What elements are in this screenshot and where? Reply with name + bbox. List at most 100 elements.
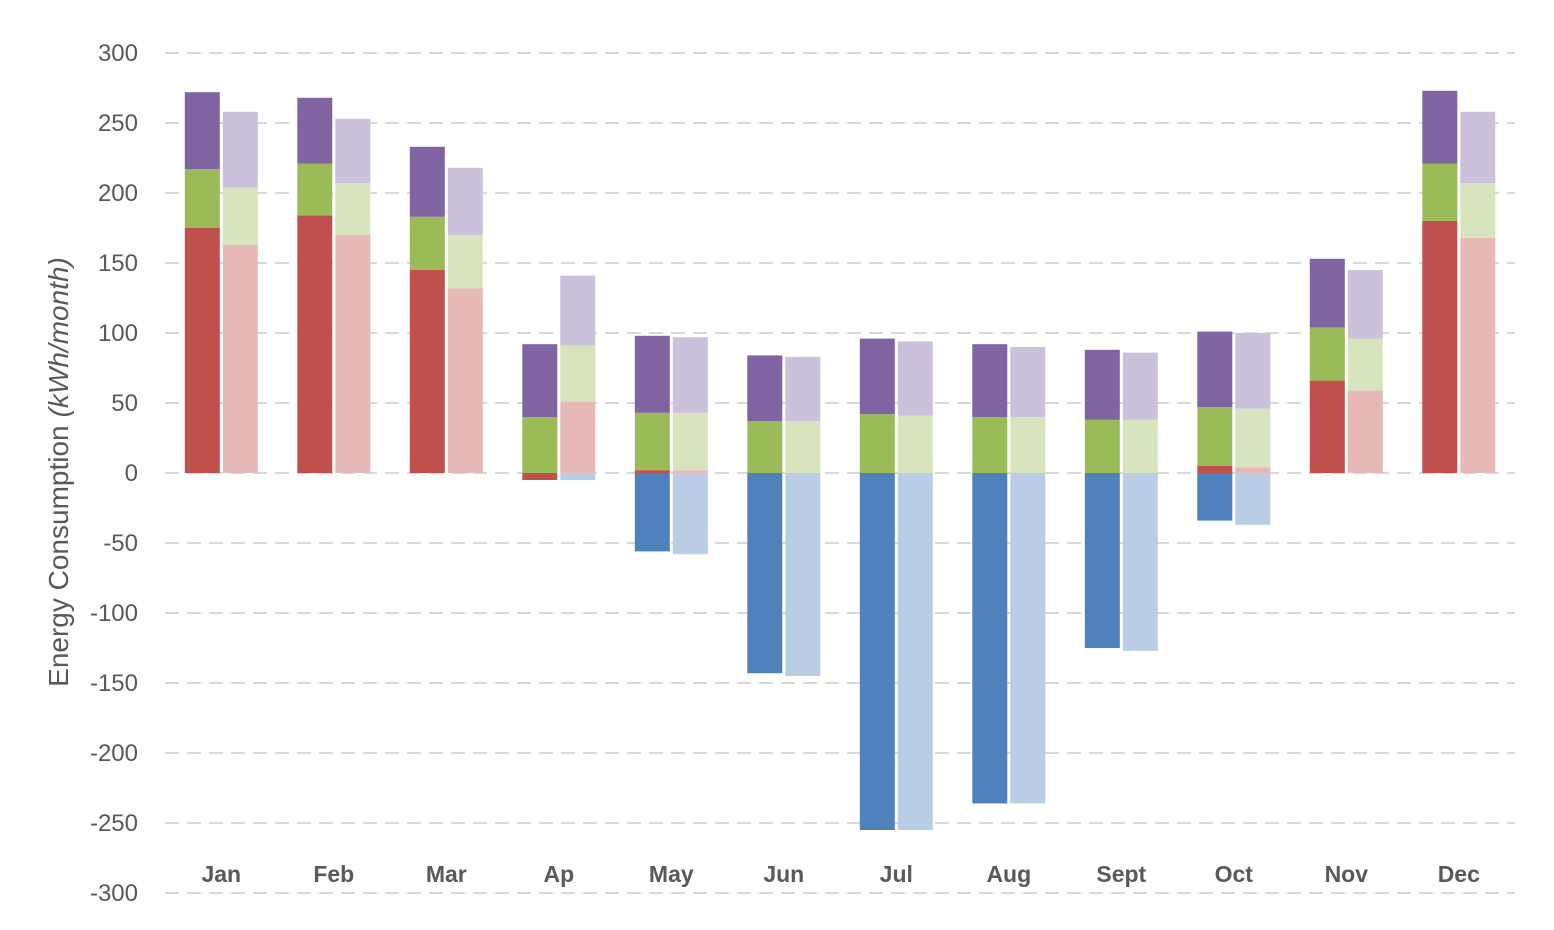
- bar-mar-bar-a-heating: [409, 270, 445, 473]
- bar-feb-bar-b-green-component: [335, 183, 371, 235]
- bar-nov-bar-b-purple-component: [1347, 270, 1383, 339]
- x-axis-categories: Jan Feb Mar Ap May Jun Jul Aug Sept Oct Nov Dec: [201, 861, 1480, 887]
- bar-ap-bar-a-purple-component: [522, 344, 558, 417]
- bar-ap-bar-a-heating: [522, 473, 558, 480]
- bar-aug-bar-a-cooling: [972, 473, 1008, 804]
- bar-may-bar-a-cooling: [634, 473, 670, 552]
- bar-may-bar-a-green-component: [634, 412, 670, 471]
- bar-jan-bar-b-heating: [222, 244, 258, 473]
- y-tick-label: -250: [90, 810, 138, 837]
- bar-may-bar-a-purple-component: [634, 335, 670, 413]
- y-tick-label: -100: [90, 600, 138, 627]
- bar-sept-bar-a-purple-component: [1084, 349, 1120, 420]
- bar-jul-bar-a-cooling: [859, 473, 895, 830]
- x-category-label: Jul: [880, 861, 913, 887]
- bar-jun-bar-b-cooling: [785, 473, 821, 676]
- bar-feb-bar-a-heating: [297, 215, 333, 473]
- bar-oct-bar-b-cooling: [1235, 473, 1271, 525]
- bar-may-bar-b-cooling: [672, 473, 708, 555]
- bar-oct-bar-a-cooling: [1197, 473, 1233, 521]
- x-category-label: Aug: [986, 861, 1031, 887]
- bar-may-bar-b-green-component: [672, 412, 708, 471]
- y-tick-label: -150: [90, 670, 138, 697]
- bar-jan-bar-a-purple-component: [184, 92, 220, 170]
- bar-dec-bar-a-heating: [1422, 221, 1458, 473]
- bar-jan-bar-b-green-component: [222, 187, 258, 245]
- bar-jan-bar-a-green-component: [184, 169, 220, 228]
- x-category-label: Jan: [201, 861, 241, 887]
- bar-jun-bar-a-cooling: [747, 473, 783, 674]
- bar-ap-bar-b-heating: [560, 401, 596, 473]
- bar-oct-bar-b-purple-component: [1235, 333, 1271, 409]
- y-tick-label: -300: [90, 880, 138, 907]
- bar-mar-bar-a-purple-component: [409, 146, 445, 217]
- bar-aug-bar-a-green-component: [972, 417, 1008, 473]
- bar-aug-bar-b-green-component: [1010, 417, 1046, 473]
- bar-may-bar-b-purple-component: [672, 337, 708, 413]
- bar-jul-bar-b-cooling: [897, 473, 933, 830]
- bar-ap-bar-b-cooling: [560, 473, 596, 480]
- bar-jun-bar-a-green-component: [747, 421, 783, 473]
- bar-sept-bar-b-green-component: [1122, 419, 1158, 473]
- bar-jul-bar-b-purple-component: [897, 341, 933, 416]
- y-axis-label-unit: (kWh/month): [43, 257, 74, 417]
- bar-jan-bar-b-purple-component: [222, 111, 258, 188]
- y-tick-label: 250: [98, 110, 138, 137]
- y-tick-label: 100: [98, 320, 138, 347]
- bar-aug-bar-b-cooling: [1010, 473, 1046, 804]
- x-category-label: Mar: [426, 861, 467, 887]
- bar-oct-bar-a-green-component: [1197, 407, 1233, 466]
- bar-nov-bar-b-heating: [1347, 390, 1383, 473]
- y-tick-label: 200: [98, 180, 138, 207]
- y-tick-label: 50: [111, 390, 138, 417]
- bar-jul-bar-a-green-component: [859, 414, 895, 473]
- bar-sept-bar-a-cooling: [1084, 473, 1120, 648]
- bar-oct-bar-b-green-component: [1235, 408, 1271, 468]
- x-category-label: Feb: [313, 861, 354, 887]
- bar-feb-bar-b-heating: [335, 235, 371, 473]
- bar-ap-bar-a-green-component: [522, 417, 558, 473]
- bar-oct-bar-a-purple-component: [1197, 331, 1233, 408]
- bars: [184, 90, 1496, 830]
- bar-nov-bar-a-purple-component: [1309, 258, 1345, 328]
- y-tick-label: 0: [125, 460, 138, 487]
- bar-sept-bar-a-green-component: [1084, 419, 1120, 473]
- bar-oct-bar-b-heating: [1235, 467, 1271, 473]
- bar-may-bar-a-heating: [634, 470, 670, 473]
- bar-dec-bar-a-green-component: [1422, 163, 1458, 221]
- bar-may-bar-b-heating: [672, 470, 708, 473]
- x-category-label: Dec: [1438, 861, 1480, 887]
- bar-feb-bar-a-purple-component: [297, 97, 333, 164]
- x-category-label: Oct: [1215, 861, 1254, 887]
- bar-mar-bar-a-green-component: [409, 216, 445, 270]
- bar-sept-bar-b-purple-component: [1122, 352, 1158, 420]
- bar-aug-bar-a-purple-component: [972, 344, 1008, 417]
- bar-ap-bar-b-green-component: [560, 345, 596, 402]
- bar-jun-bar-b-purple-component: [785, 356, 821, 422]
- y-axis-label: Energy Consumption (kWh/month): [43, 257, 74, 687]
- x-category-label: Ap: [543, 861, 574, 887]
- bar-nov-bar-b-green-component: [1347, 338, 1383, 391]
- bar-nov-bar-a-green-component: [1309, 327, 1345, 381]
- bar-jun-bar-a-purple-component: [747, 355, 783, 422]
- y-tick-label: -50: [103, 530, 138, 557]
- y-tick-label: 150: [98, 250, 138, 277]
- bar-aug-bar-b-purple-component: [1010, 347, 1046, 417]
- x-category-label: Sept: [1096, 861, 1146, 887]
- bar-jan-bar-a-heating: [184, 228, 220, 473]
- x-category-label: Nov: [1325, 861, 1369, 887]
- bar-jul-bar-a-purple-component: [859, 338, 895, 415]
- bar-ap-bar-b-purple-component: [560, 275, 596, 346]
- bar-dec-bar-b-purple-component: [1460, 111, 1496, 184]
- bar-mar-bar-b-purple-component: [447, 167, 483, 235]
- y-axis-ticks: 300 250 200 150 100 50 0 -50 -100 -150 -200 -250 -30…: [90, 40, 138, 907]
- bar-dec-bar-b-heating: [1460, 237, 1496, 473]
- bar-dec-bar-a-purple-component: [1422, 90, 1458, 164]
- bar-dec-bar-b-green-component: [1460, 183, 1496, 238]
- bar-jun-bar-b-green-component: [785, 421, 821, 473]
- bar-jul-bar-b-green-component: [897, 415, 933, 473]
- y-tick-label: -200: [90, 740, 138, 767]
- bar-mar-bar-b-green-component: [447, 235, 483, 289]
- bar-nov-bar-a-heating: [1309, 380, 1345, 473]
- y-axis-label-text: Energy Consumption: [43, 425, 74, 686]
